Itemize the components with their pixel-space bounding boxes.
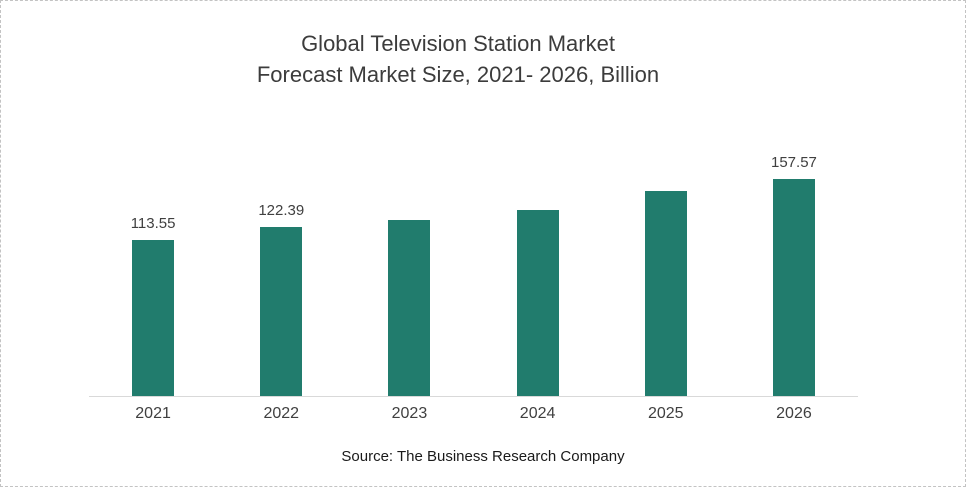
x-axis-label-2023: 2023 xyxy=(391,405,428,422)
x-axis-label-2024: 2024 xyxy=(519,405,556,422)
x-axis-label-2022: 2022 xyxy=(263,405,300,422)
bar-2024 xyxy=(516,209,559,396)
bar-slot: 113.55 xyxy=(89,141,217,396)
bar-2022 xyxy=(260,227,303,396)
chart-title-line1: Global Television Station Market xyxy=(301,31,615,56)
bar-slot xyxy=(602,141,730,396)
bar-2023 xyxy=(388,219,431,396)
bar-value-label-2026: 157.57 xyxy=(771,153,817,171)
chart-title: Global Television Station Market Forecas… xyxy=(1,28,915,90)
bar-slot xyxy=(474,141,602,396)
bar-2026 xyxy=(772,178,815,396)
source-caption: Source: The Business Research Company xyxy=(341,448,625,465)
chart-title-line2: Forecast Market Size, 2021- 2026, Billio… xyxy=(256,62,660,87)
x-axis-labels: 2021 2022 2023 2024 2025 2026 xyxy=(89,405,858,423)
bar-2021 xyxy=(132,239,175,396)
x-axis-label-2021: 2021 xyxy=(135,405,171,422)
bar-value-label-2022: 122.39 xyxy=(258,202,305,220)
plot-area: 113.55 122.39 157.57 xyxy=(89,141,858,397)
bar-slot xyxy=(345,141,473,396)
bar-2025 xyxy=(644,191,687,396)
x-axis-label-2025: 2025 xyxy=(647,405,684,422)
bar-slot: 157.57 xyxy=(730,141,858,396)
x-axis-label-2026: 2026 xyxy=(776,405,812,422)
bar-slot: 122.39 xyxy=(217,141,345,396)
bar-value-label-2021: 113.55 xyxy=(130,214,176,232)
